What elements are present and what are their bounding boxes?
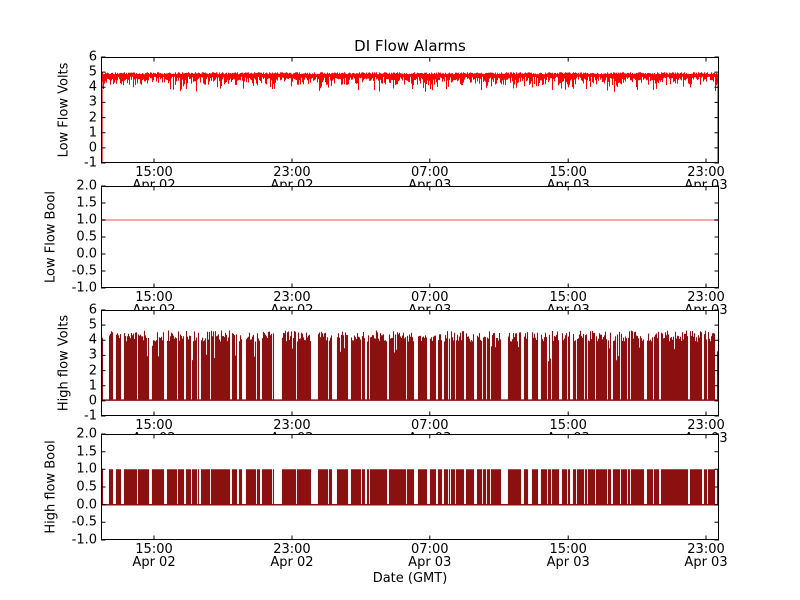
y-tick-label: 0.5 (76, 229, 97, 245)
y-tick-label: 2.0 (76, 178, 97, 194)
y-tick-label: 6 (88, 302, 97, 318)
x-tick-time: 15:00 (549, 165, 587, 180)
plot-area-high-flow-volts (100, 309, 720, 417)
y-tick-label: -1 (84, 408, 97, 424)
y-tick-label: 1.5 (76, 195, 97, 211)
x-tick-time: 23:00 (687, 290, 725, 305)
y-tick-label: 0 (88, 140, 97, 156)
x-tick-time: 07:00 (411, 290, 449, 305)
y-tick-label: 2.0 (76, 426, 97, 442)
y-axis-label-high-flow-volts: High flow Volts (56, 314, 72, 412)
x-tick-time: 15:00 (549, 290, 587, 305)
x-tick-date: Apr 03 (684, 555, 728, 570)
x-tick-time: 23:00 (687, 418, 725, 433)
y-tick-label: 0 (88, 393, 97, 409)
chart-title: DI Flow Alarms (354, 37, 466, 55)
y-tick-label: 2 (88, 110, 97, 126)
x-tick-time: 23:00 (687, 165, 725, 180)
x-tick-time: 15:00 (135, 165, 173, 180)
y-tick-label: 4 (88, 332, 97, 348)
x-tick-time: 23:00 (273, 542, 311, 557)
plot-area-high-flow-bool (100, 433, 720, 541)
y-tick-label: 0.0 (76, 246, 97, 262)
x-tick-time: 15:00 (135, 290, 173, 305)
x-tick-time: 23:00 (273, 290, 311, 305)
y-tick-label: 0.5 (76, 479, 97, 495)
y-tick-label: 1 (88, 125, 97, 141)
x-tick-time: 07:00 (411, 418, 449, 433)
y-tick-label: -0.5 (71, 263, 97, 279)
x-tick-date: Apr 03 (408, 555, 452, 570)
plot-area-low-flow-volts (101, 56, 719, 164)
y-tick-label: 1 (88, 378, 97, 394)
x-axis-label: Date (GMT) (372, 571, 448, 586)
y-tick-label: 3 (88, 94, 97, 110)
x-tick-time: 07:00 (411, 165, 449, 180)
y-tick-label: -1.0 (71, 280, 97, 296)
y-tick-label: 5 (88, 317, 97, 333)
y-axis-label-low-flow-bool: Low Flow Bool (43, 191, 59, 283)
y-axis-label-low-flow-volts: Low Flow Volts (56, 62, 72, 158)
y-tick-label: 4 (88, 79, 97, 95)
x-tick-date: Apr 03 (546, 555, 590, 570)
x-tick-date: Apr 02 (132, 555, 176, 570)
y-tick-label: 1.0 (76, 212, 97, 228)
y-tick-label: 2 (88, 363, 97, 379)
y-tick-label: 1.0 (76, 461, 97, 477)
y-tick-label: 1.5 (76, 444, 97, 460)
x-tick-time: 15:00 (549, 418, 587, 433)
x-tick-time: 23:00 (273, 418, 311, 433)
y-tick-label: -0.5 (71, 514, 97, 530)
y-tick-label: 5 (88, 64, 97, 80)
x-tick-time: 23:00 (273, 165, 311, 180)
y-tick-label: 3 (88, 347, 97, 363)
y-tick-label: 0.0 (76, 497, 97, 513)
y-tick-label: 6 (88, 49, 97, 65)
y-axis-label-high-flow-bool: High flow Bool (43, 440, 59, 534)
x-tick-time: 15:00 (135, 542, 173, 557)
plot-area-low-flow-bool (101, 185, 719, 289)
x-tick-date: Apr 02 (270, 555, 314, 570)
x-tick-time: 07:00 (411, 542, 449, 557)
y-tick-label: -1 (84, 155, 97, 171)
y-tick-label: -1.0 (71, 532, 97, 548)
x-tick-time: 15:00 (549, 542, 587, 557)
x-tick-time: 23:00 (687, 542, 725, 557)
x-tick-time: 15:00 (135, 418, 173, 433)
